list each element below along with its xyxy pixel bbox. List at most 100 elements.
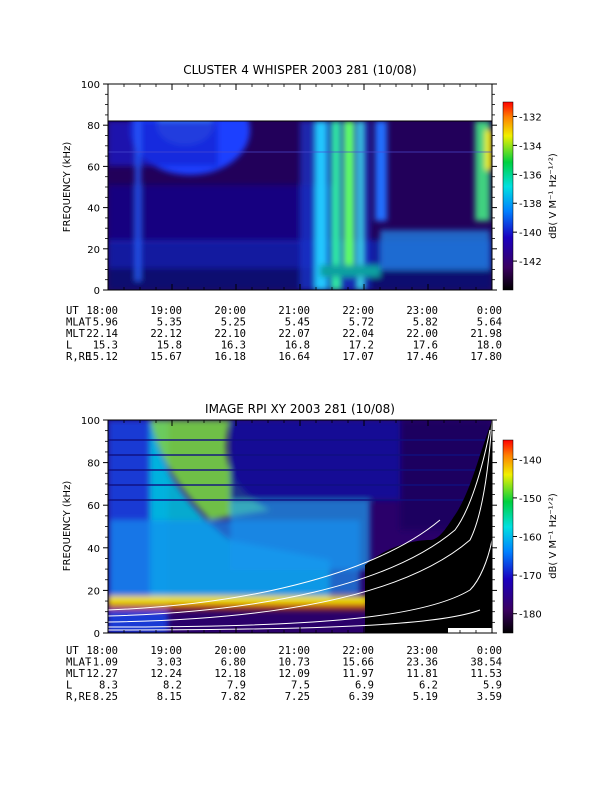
ephemeris-value: 22.04	[342, 328, 374, 340]
ephemeris-value: 22.07	[278, 328, 310, 340]
y-tick-label: 0	[94, 629, 100, 640]
ephemeris-value: 22.14	[86, 328, 118, 340]
ephemeris-value: 22:00	[342, 305, 374, 317]
ephemeris-value: 11.53	[470, 668, 502, 680]
spectrogram-image	[108, 420, 492, 633]
y-tick-label: 0	[94, 286, 100, 297]
ephemeris-row-label: MLAT	[66, 657, 92, 669]
y-tick-label: 20	[87, 586, 100, 597]
colorbar-tick-label: -134	[519, 141, 542, 152]
ephemeris-value: 6.80	[221, 657, 246, 669]
y-axis: 0 20 40 60 80 100	[81, 80, 497, 297]
y-tick-label: 60	[87, 501, 100, 512]
y-tick-label: 20	[87, 245, 100, 256]
ephemeris-value: 18:00	[86, 305, 118, 317]
panel-cluster-whisper: CLUSTER 4 WHISPER 2003 281 (10/08)	[62, 63, 559, 363]
ephemeris-value: 15.67	[150, 351, 182, 363]
ephemeris-value: 11.81	[406, 668, 438, 680]
colorbar: -132 -134 -136 -138 -140 -142 dB( V M⁻¹ Hz⁻¹ᐟ…	[502, 101, 559, 291]
ephemeris-value: 10.73	[278, 657, 310, 669]
ephemeris-value: 5.72	[349, 317, 374, 329]
ephemeris-value: 15.12	[86, 351, 118, 363]
ephemeris-row-label: UT	[66, 645, 79, 657]
ephemeris-value: 17.6	[413, 340, 438, 352]
ephemeris-value: 16.18	[214, 351, 246, 363]
colorbar-label: dB( V M⁻¹ Hz⁻¹ᐟ²)	[548, 153, 559, 239]
ephemeris-row-label: L	[66, 340, 72, 352]
ephemeris-value: 8.3	[99, 680, 118, 692]
ephemeris-row-label: R,RE	[66, 691, 91, 703]
panel-image-rpi: IMAGE RPI XY 2003 281 (10/08)	[62, 402, 559, 703]
ephemeris-value: 5.35	[157, 317, 182, 329]
colorbar-tick-label: -140	[519, 455, 542, 466]
ephemeris-value: 16.8	[285, 340, 310, 352]
ephemeris-value: 15.3	[93, 340, 118, 352]
ephemeris-value: 15.8	[157, 340, 182, 352]
ephemeris-value: 7.5	[291, 680, 310, 692]
colorbar-tick-label: -150	[519, 494, 542, 505]
y-tick-label: 80	[87, 121, 100, 132]
ephemeris-value: 17.46	[406, 351, 438, 363]
ephemeris-value: 8.25	[93, 691, 118, 703]
ephemeris-value: 20:00	[214, 305, 246, 317]
ephemeris-value: 21:00	[278, 645, 310, 657]
ephemeris-value: 21:00	[278, 305, 310, 317]
ephemeris-row-label: MLT	[66, 328, 86, 340]
ephemeris-value: 16.64	[278, 351, 310, 363]
ephemeris-value: 7.25	[285, 691, 310, 703]
y-axis-label: FREQUENCY (kHz)	[62, 481, 73, 572]
ephemeris-value: 22:00	[342, 645, 374, 657]
ephemeris-value: 8.2	[163, 680, 182, 692]
ephemeris-value: 3.59	[477, 691, 502, 703]
ephemeris-value: 38.54	[470, 657, 502, 669]
ephemeris-value: 5.25	[221, 317, 246, 329]
ephemeris-value: 15.66	[342, 657, 374, 669]
ephemeris-row-label: MLAT	[66, 317, 92, 329]
ephemeris-value: 7.82	[221, 691, 246, 703]
y-tick-label: 40	[87, 544, 100, 555]
ephemeris-value: 22.10	[214, 328, 246, 340]
colorbar: -140 -150 -160 -170 -180 dB( V M⁻¹ Hz⁻¹ᐟ²)	[502, 439, 559, 634]
ephemeris-value: 6.39	[349, 691, 374, 703]
ephemeris-value: 20:00	[214, 645, 246, 657]
ephemeris-value: 23.36	[406, 657, 438, 669]
y-tick-label: 80	[87, 459, 100, 470]
ephemeris-value: 19:00	[150, 645, 182, 657]
colorbar-label: dB( V M⁻¹ Hz⁻¹ᐟ²)	[548, 493, 559, 579]
ephemeris-value: 17.2	[349, 340, 374, 352]
ephemeris-value: 12.18	[214, 668, 246, 680]
ephemeris-value: 17.07	[342, 351, 374, 363]
ephemeris-value: 17.80	[470, 351, 502, 363]
ephemeris-value: 5.64	[477, 317, 502, 329]
y-axis: 0 20 40 60 80 100	[81, 416, 497, 640]
ephemeris-value: 19:00	[150, 305, 182, 317]
y-tick-label: 60	[87, 162, 100, 173]
ephemeris-value: 5.96	[93, 317, 118, 329]
ephemeris-value: 21.98	[470, 328, 502, 340]
ephemeris-row-label: R,RE	[66, 351, 91, 363]
y-tick-label: 40	[87, 204, 100, 215]
colorbar-tick-label: -138	[519, 199, 542, 210]
chart-title: CLUSTER 4 WHISPER 2003 281 (10/08)	[183, 63, 416, 77]
spectrogram-cluster	[108, 121, 492, 290]
ephemeris-value: 6.9	[355, 680, 374, 692]
y-tick-label: 100	[81, 416, 100, 427]
ephemeris-value: 11.97	[342, 668, 374, 680]
ephemeris-value: 12.09	[278, 668, 310, 680]
y-tick-label: 100	[81, 80, 100, 91]
ephemeris-value: 22.12	[150, 328, 182, 340]
ephemeris-value: 18:00	[86, 645, 118, 657]
colorbar-tick-label: -136	[519, 170, 542, 181]
colorbar-tick-label: -140	[519, 228, 542, 239]
ephemeris-value: 5.19	[413, 691, 438, 703]
ephemeris-value: 5.9	[483, 680, 502, 692]
ephemeris-value: 7.9	[227, 680, 246, 692]
ephemeris-value: 23:00	[406, 645, 438, 657]
ephemeris-value: 0:00	[477, 305, 502, 317]
y-axis-label: FREQUENCY (kHz)	[62, 142, 73, 233]
colorbar-tick-label: -142	[519, 257, 542, 268]
ephemeris-row-label: UT	[66, 305, 79, 317]
ephemeris-value: 5.45	[285, 317, 310, 329]
ephemeris-value: -1.09	[86, 657, 118, 669]
